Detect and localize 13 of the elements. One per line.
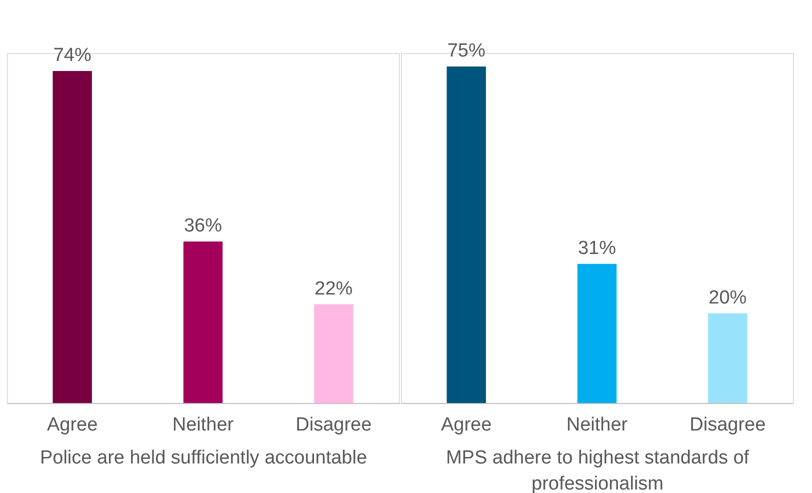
x-tick-label: Disagree bbox=[690, 414, 766, 436]
data-label: 22% bbox=[314, 278, 353, 300]
x-axis-title: Police are held sufficiently accountable bbox=[40, 448, 368, 468]
x-tick-label: Neither bbox=[566, 414, 628, 436]
x-tick-label: Agree bbox=[440, 414, 492, 436]
data-label: 20% bbox=[708, 287, 747, 308]
x-tick-label: Disagree bbox=[296, 414, 372, 436]
x-tick-label: Neither bbox=[172, 414, 234, 436]
data-label: 36% bbox=[184, 215, 222, 236]
data-label: 75% bbox=[447, 40, 486, 62]
data-label: 31% bbox=[578, 238, 616, 259]
data-label: 74% bbox=[53, 44, 92, 66]
x-tick-label: Agree bbox=[46, 414, 98, 436]
